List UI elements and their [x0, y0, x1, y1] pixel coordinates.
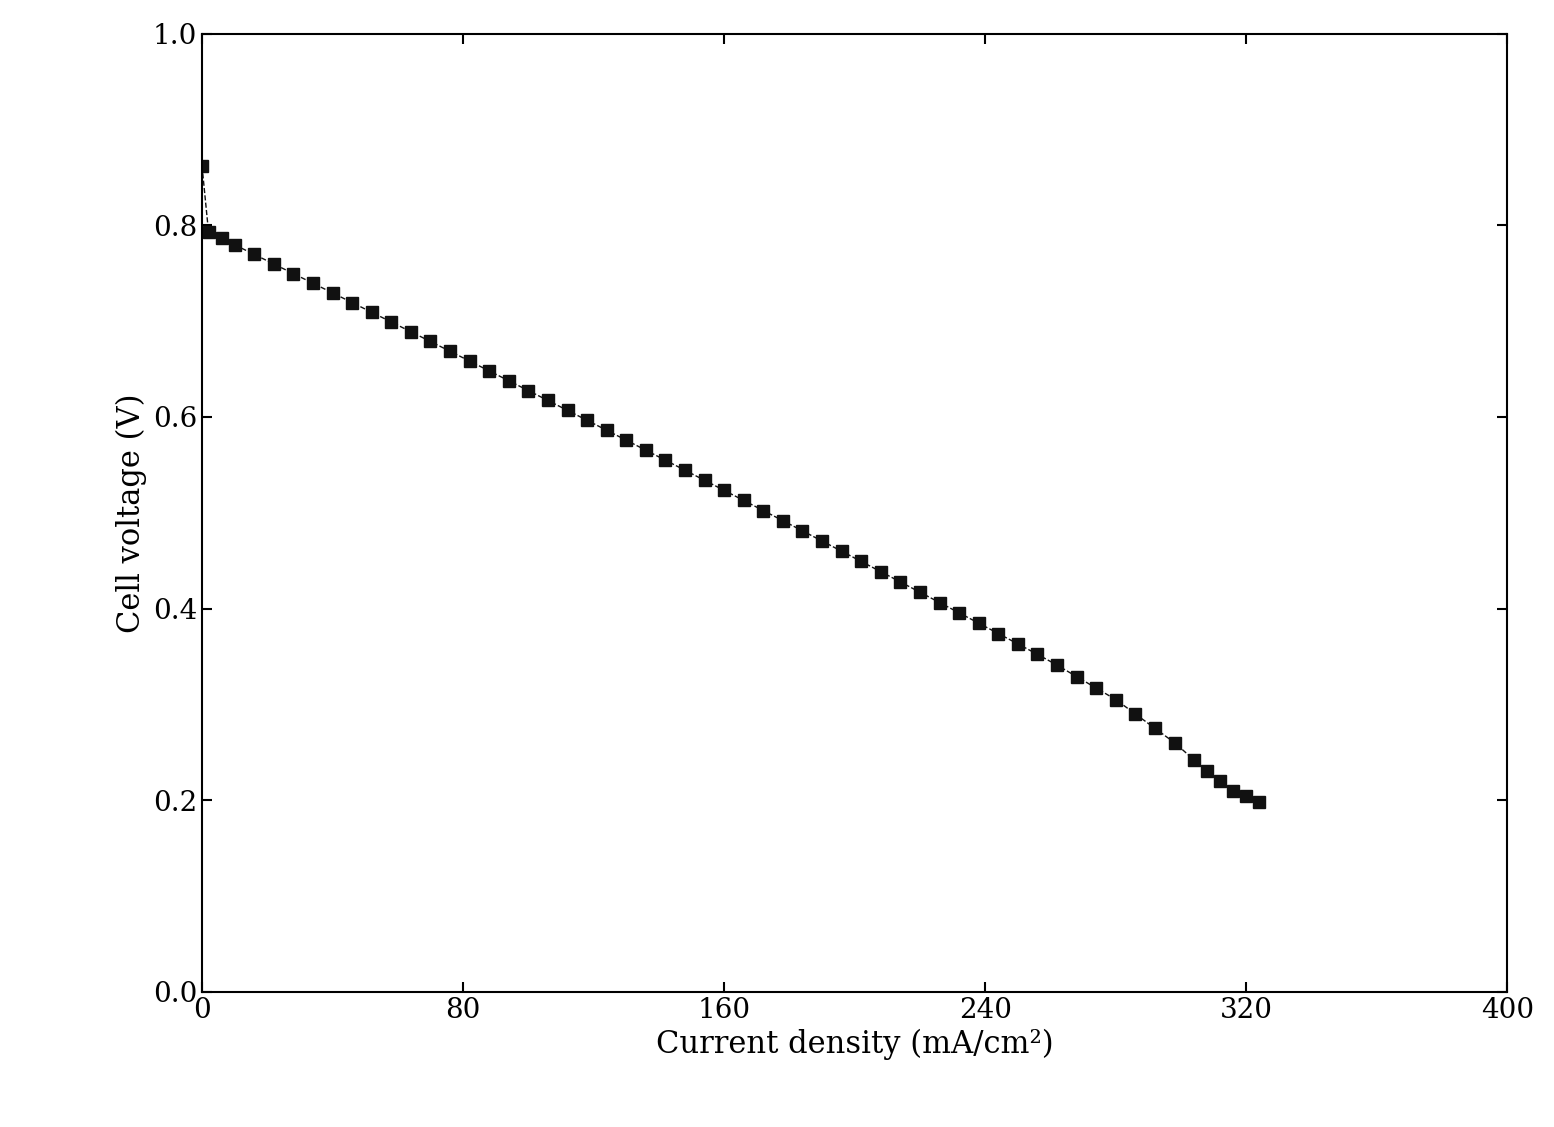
Y-axis label: Cell voltage (V): Cell voltage (V): [117, 393, 148, 632]
X-axis label: Current density (mA/cm²): Current density (mA/cm²): [656, 1029, 1054, 1061]
